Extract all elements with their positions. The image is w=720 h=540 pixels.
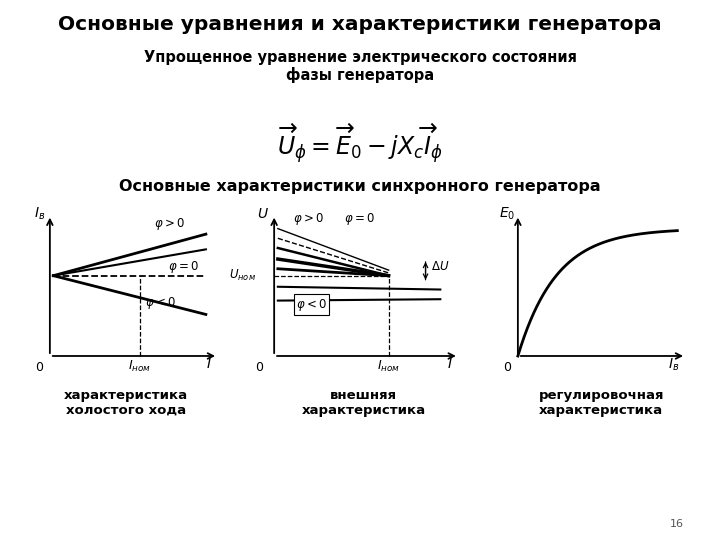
- Text: 0: 0: [256, 361, 264, 374]
- Text: $\Delta U$: $\Delta U$: [431, 260, 449, 273]
- Text: $E_0$: $E_0$: [500, 206, 516, 222]
- Text: Основные характеристики синхронного генератора: Основные характеристики синхронного гене…: [120, 179, 600, 194]
- Text: регулировочная
характеристика: регулировочная характеристика: [539, 389, 664, 417]
- Text: 0: 0: [503, 361, 511, 374]
- Text: $I_в$: $I_в$: [34, 206, 45, 222]
- Text: $U$: $U$: [257, 206, 269, 220]
- Text: $I_{ном}$: $I_{ном}$: [377, 359, 400, 374]
- Text: $\overrightarrow{U}_{\phi} = \overrightarrow{E}_0 - jX_c\overrightarrow{I}_{\phi: $\overrightarrow{U}_{\phi} = \overrighta…: [277, 122, 443, 165]
- Text: $I_в$: $I_в$: [668, 356, 680, 373]
- Text: $U_{ном}$: $U_{ном}$: [229, 268, 256, 283]
- Text: $I_{ном}$: $I_{ном}$: [128, 359, 151, 374]
- Text: характеристика
холостого хода: характеристика холостого хода: [64, 389, 188, 417]
- Text: Упрощенное уравнение электрического состояния
фазы генератора: Упрощенное уравнение электрического сост…: [143, 50, 577, 83]
- Text: 0: 0: [35, 361, 43, 374]
- Text: $\varphi<0$: $\varphi<0$: [297, 296, 327, 313]
- Text: внешняя
характеристика: внешняя характеристика: [302, 389, 426, 417]
- Text: 16: 16: [670, 519, 684, 529]
- Text: $\varphi=0$: $\varphi=0$: [344, 211, 375, 227]
- Text: $I$: $I$: [446, 357, 452, 372]
- Text: $\varphi>0$: $\varphi>0$: [292, 211, 323, 227]
- Text: $I$: $I$: [207, 357, 212, 372]
- Text: $\varphi>0$: $\varphi>0$: [154, 216, 184, 232]
- Text: Основные уравнения и характеристики генератора: Основные уравнения и характеристики гене…: [58, 15, 662, 34]
- Text: $\varphi<0$: $\varphi<0$: [145, 295, 176, 311]
- Text: $\varphi=0$: $\varphi=0$: [168, 259, 199, 275]
